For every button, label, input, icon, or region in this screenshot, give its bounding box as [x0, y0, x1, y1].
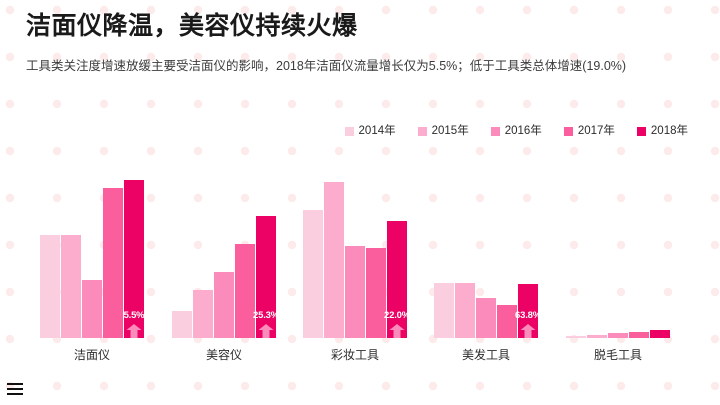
legend-item-2017年[interactable]: 2017年: [563, 125, 615, 137]
bar-洁面仪-2014年[interactable]: [40, 235, 60, 338]
growth-badge: 63.8%: [515, 284, 541, 338]
bar-洁面仪-2018年[interactable]: 5.5%: [123, 180, 145, 338]
legend-swatch-icon: [490, 127, 500, 136]
chart-legend: 2014年 2015年 2016年 2017年 2018年: [344, 125, 688, 137]
category-axis: 洁面仪 美容仪 彩妆工具 美发工具 脱毛工具: [0, 346, 720, 366]
category-label-洁面仪: 洁面仪: [73, 348, 111, 362]
chart-plot-area: 5.5% 25.3% 22.0% 63.8%: [0, 155, 720, 338]
growth-badge: 5.5%: [123, 180, 145, 338]
menu-icon-bar: [7, 383, 23, 385]
legend-swatch-icon: [636, 127, 646, 136]
bar-美容仪-2016年[interactable]: [214, 272, 234, 338]
bar-脱毛工具-2016年[interactable]: [608, 333, 628, 338]
bar-脱毛工具-2014年[interactable]: [566, 336, 586, 338]
bar-group-bars: 25.3%: [172, 155, 279, 338]
bar-美容仪-2017年[interactable]: [235, 244, 255, 338]
bar-美容仪-2014年[interactable]: [172, 311, 192, 338]
category-label-脱毛工具: 脱毛工具: [593, 348, 643, 362]
legend-label: 2014年: [358, 125, 396, 137]
growth-value-label: 25.3%: [253, 310, 279, 321]
bar-彩妆工具-2014年[interactable]: [303, 210, 323, 338]
growth-badge: 25.3%: [253, 216, 279, 338]
legend-swatch-icon: [563, 127, 573, 136]
bar-美发工具-2017年[interactable]: [497, 305, 517, 338]
growth-up-arrow-icon: [126, 324, 142, 338]
bar-彩妆工具-2015年[interactable]: [324, 182, 344, 338]
bar-美发工具-2018年[interactable]: 63.8%: [515, 284, 541, 338]
category-label-美发工具: 美发工具: [461, 348, 511, 362]
bar-彩妆工具-2016年[interactable]: [345, 246, 365, 338]
hamburger-menu-icon[interactable]: [7, 383, 23, 395]
legend-label: 2016年: [504, 125, 542, 137]
bar-美发工具-2014年[interactable]: [434, 283, 454, 338]
bar-彩妆工具-2017年[interactable]: [366, 248, 386, 338]
bar-group-bars: 5.5%: [40, 155, 145, 338]
bar-group-bars: [566, 155, 670, 338]
bar-洁面仪-2015年[interactable]: [61, 235, 81, 338]
menu-icon-bar: [7, 388, 23, 390]
legend-label: 2015年: [431, 125, 469, 137]
bar-group-bars: 63.8%: [434, 155, 541, 338]
bar-洁面仪-2016年[interactable]: [82, 280, 102, 338]
page-title: 洁面仪降温，美容仪持续火爆: [26, 12, 358, 40]
legend-swatch-icon: [417, 127, 427, 136]
growth-up-arrow-icon: [389, 324, 405, 338]
legend-item-2015年[interactable]: 2015年: [417, 125, 469, 137]
menu-icon-bar: [7, 393, 23, 395]
bar-美容仪-2018年[interactable]: 25.3%: [253, 216, 279, 338]
bar-彩妆工具-2018年[interactable]: 22.0%: [384, 221, 410, 338]
legend-label: 2018年: [650, 125, 688, 137]
bar-美容仪-2015年[interactable]: [193, 290, 213, 338]
legend-item-2016年[interactable]: 2016年: [490, 125, 542, 137]
growth-value-label: 5.5%: [123, 310, 145, 321]
bar-脱毛工具-2018年[interactable]: [650, 330, 670, 338]
legend-swatch-icon: [344, 127, 354, 136]
legend-item-2018年[interactable]: 2018年: [636, 125, 688, 137]
legend-item-2014年[interactable]: 2014年: [344, 125, 396, 137]
bar-脱毛工具-2017年[interactable]: [629, 332, 649, 338]
category-label-彩妆工具: 彩妆工具: [330, 348, 380, 362]
growth-value-label: 22.0%: [384, 310, 410, 321]
growth-up-arrow-icon: [520, 324, 536, 338]
bar-洁面仪-2017年[interactable]: [103, 188, 123, 338]
bar-脱毛工具-2015年[interactable]: [587, 335, 607, 338]
bar-美发工具-2016年[interactable]: [476, 298, 496, 338]
category-label-美容仪: 美容仪: [205, 348, 243, 362]
bar-group-bars: 22.0%: [303, 155, 410, 338]
legend-label: 2017年: [577, 125, 615, 137]
growth-badge: 22.0%: [384, 221, 410, 338]
header-block: 洁面仪降温，美容仪持续火爆 工具类关注度增速放缓主要受洁面仪的影响，2018年洁…: [26, 10, 696, 77]
chart-subtitle: 工具类关注度增速放缓主要受洁面仪的影响，2018年洁面仪流量增长仅为5.5%；低…: [26, 59, 627, 73]
bar-美发工具-2015年[interactable]: [455, 283, 475, 338]
growth-up-arrow-icon: [258, 324, 274, 338]
growth-value-label: 63.8%: [515, 310, 541, 321]
